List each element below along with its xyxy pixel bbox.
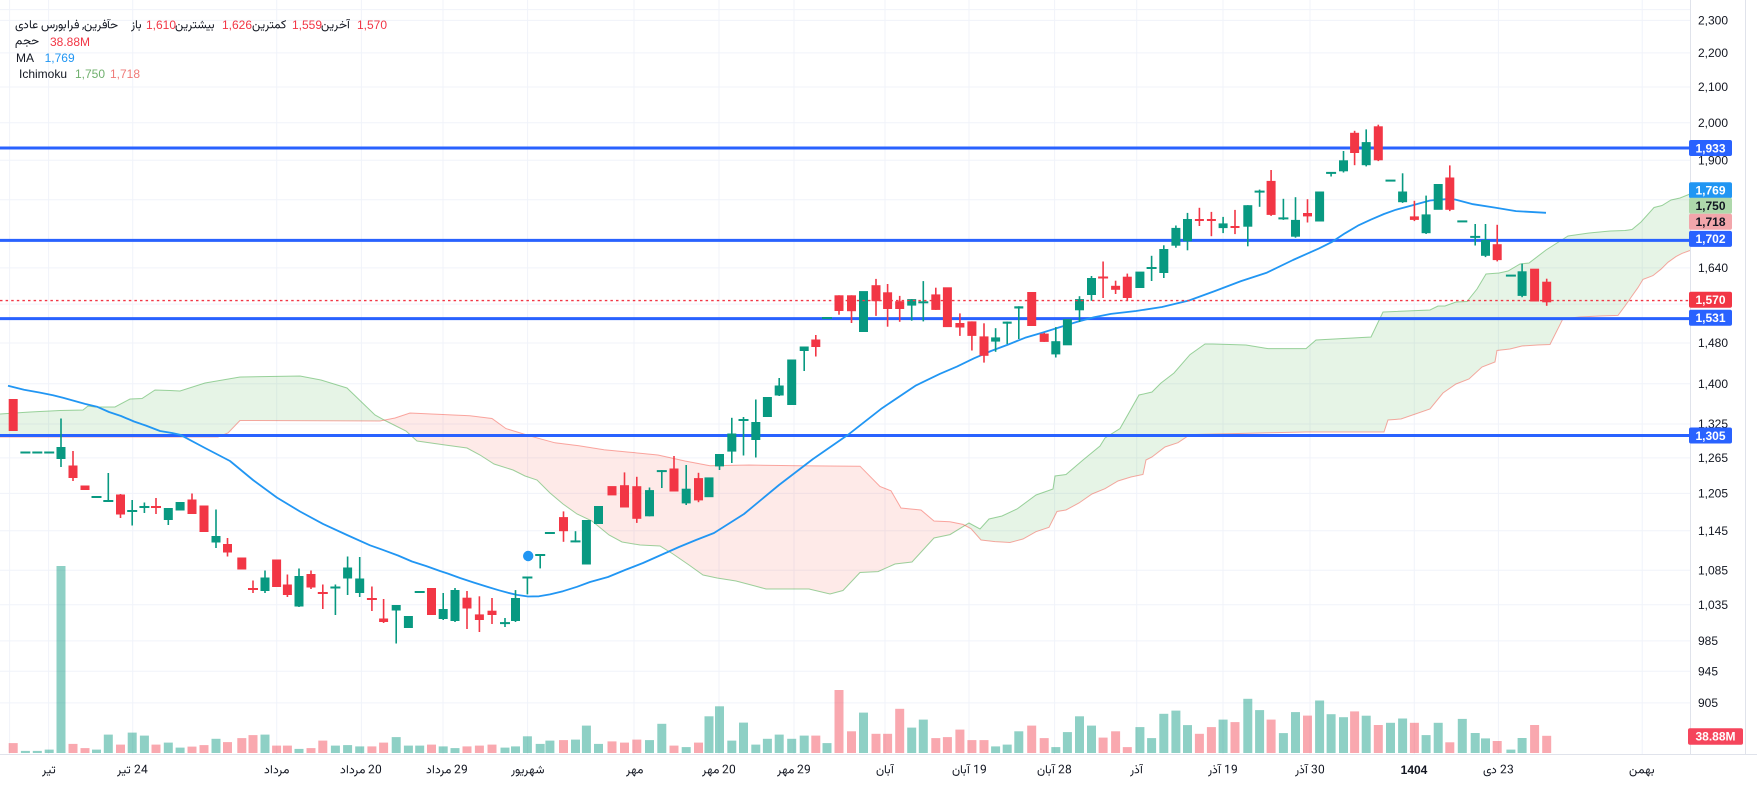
svg-text:1,035: 1,035 (1698, 598, 1728, 612)
svg-text:1,145: 1,145 (1698, 524, 1728, 538)
svg-text:1,265: 1,265 (1698, 451, 1728, 465)
svg-text:1,702: 1,702 (1695, 232, 1725, 246)
svg-text:1,900: 1,900 (1698, 153, 1728, 167)
svg-text:1,750: 1,750 (1695, 199, 1725, 213)
svg-text:985: 985 (1698, 634, 1718, 648)
svg-text:1,400: 1,400 (1698, 377, 1728, 391)
svg-text:1,531: 1,531 (1695, 311, 1725, 325)
svg-text:1,933: 1,933 (1695, 141, 1725, 155)
svg-text:2,200: 2,200 (1698, 46, 1728, 60)
svg-text:905: 905 (1698, 696, 1718, 710)
svg-text:1,570: 1,570 (1695, 293, 1725, 307)
svg-text:2,100: 2,100 (1698, 80, 1728, 94)
svg-text:2,000: 2,000 (1698, 116, 1728, 130)
svg-text:1,769: 1,769 (1695, 184, 1725, 198)
svg-text:1,718: 1,718 (1695, 215, 1725, 229)
svg-text:2,300: 2,300 (1698, 14, 1728, 28)
svg-text:1,085: 1,085 (1698, 563, 1728, 577)
svg-text:945: 945 (1698, 665, 1718, 679)
svg-text:1,305: 1,305 (1695, 429, 1725, 443)
svg-text:1,205: 1,205 (1698, 487, 1728, 501)
svg-text:1,640: 1,640 (1698, 261, 1728, 275)
svg-text:38.88M: 38.88M (1695, 730, 1735, 744)
svg-text:1,480: 1,480 (1698, 336, 1728, 350)
